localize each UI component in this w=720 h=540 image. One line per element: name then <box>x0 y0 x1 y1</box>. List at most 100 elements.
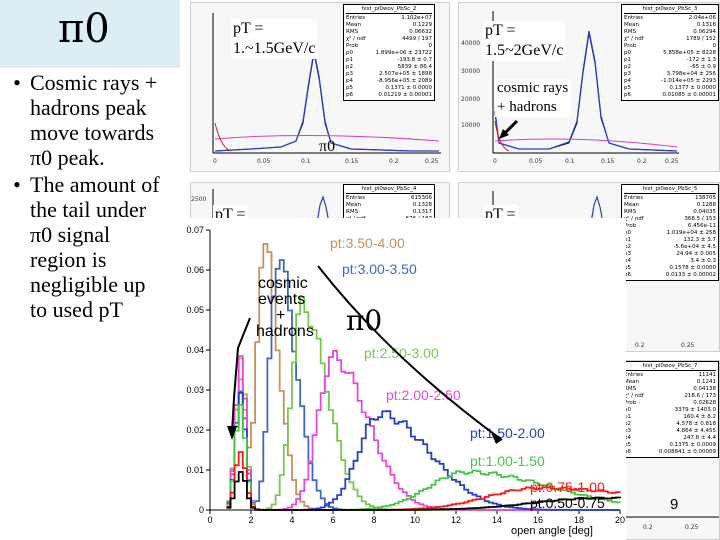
stats-row: χ² / ndf 1789 / 152 <box>624 36 716 43</box>
stats-value: 0.1288 <box>696 202 716 208</box>
slide-title: π0 <box>58 6 110 52</box>
pi0-peak-label: π0 <box>319 138 336 155</box>
x-tick: 0.05 <box>529 158 543 165</box>
x-tick-label: 8 <box>371 515 376 525</box>
bullet-dot-icon: • <box>13 172 21 197</box>
stats-key: p2 <box>624 244 631 250</box>
stats-key: p1 <box>346 57 353 63</box>
bullet-line: region is <box>30 247 107 272</box>
stats-value: 1.019e+04 ± 258 <box>666 230 716 236</box>
stats-row: p6 0.008841 ± 0.00009 <box>624 449 716 456</box>
stats-value: 0.04035 <box>693 209 716 215</box>
x-tick-label: 16 <box>533 515 543 525</box>
series-label: pt:0.75-1.00 <box>530 479 605 495</box>
stats-key: χ² / ndf <box>346 36 366 42</box>
page-number: 9 <box>670 496 679 513</box>
stats-key: p3 <box>624 71 631 77</box>
stats-row: p4 247.8 ± 4.4 <box>624 435 716 442</box>
stats-key: p4 <box>624 78 631 84</box>
stats-key: p2 <box>624 421 631 427</box>
stats-row: RMS 0.06294 <box>624 29 716 36</box>
bullet-line: The amount of <box>30 172 160 197</box>
series-label: pt:0.50-0.75 <box>530 495 605 511</box>
stats-row: p5 0.1371 ± 0.0000 <box>346 85 432 92</box>
stats-row: p1 160.4 ± 8.2 <box>624 414 716 421</box>
pt-label-line: 1.5~2GeV/c <box>485 42 564 59</box>
series-label: pt:3.00-3.50 <box>342 261 417 277</box>
y-tick-label: 0.06 <box>186 265 204 275</box>
y-tick-label: 0.02 <box>186 425 204 435</box>
stats-value: -8.956e+05 ± 2089 <box>377 78 432 84</box>
bullet-dot-icon: • <box>13 70 21 95</box>
pt-range-label: pT = 1.~1.5GeV/c <box>231 19 318 59</box>
series-label: pt:1.50-2.00 <box>470 425 545 441</box>
y-tick: 40000 <box>461 40 480 47</box>
stats-rows: Entries 2.04e+06 Mean 0.1318 RMS 0.06294 χ² / … <box>624 15 716 99</box>
stats-row: Entries 2.04e+06 <box>624 15 716 22</box>
stats-key: p5 <box>624 442 631 448</box>
bullet-list: • Cosmic rays + hadrons peak move toward… <box>4 70 184 324</box>
stats-key: RMS <box>624 209 637 215</box>
x-tick-label: 12 <box>451 515 461 525</box>
stats-value: 4499 / 197 <box>402 36 432 42</box>
stats-key: p6 <box>346 92 353 98</box>
stats-value: 368.5 / 153 <box>684 216 716 222</box>
stats-key: p5 <box>624 265 631 271</box>
stats-value: 0.04138 <box>693 386 716 392</box>
pt-label-line: pT = <box>485 22 516 39</box>
y-tick-label: 0.01 <box>186 465 204 475</box>
stats-value: 2.507e+05 ± 1898 <box>379 71 432 77</box>
x-tick: 0.1 <box>301 158 311 165</box>
stats-row: p4 -1.014e+05 ± 2293 <box>624 78 716 85</box>
stats-row: p4 3.4 ± 0.3 <box>624 258 716 265</box>
bullet-text: Cosmic rays + hadrons peak move towards … <box>30 70 184 170</box>
stats-title: hist_pi0wov_PbSc_4 <box>346 186 432 194</box>
stats-value: 0.008841 ± 0.00009 <box>658 449 716 455</box>
pt-label-line: 1.~1.5GeV/c <box>233 40 316 57</box>
trend-arrow-icon <box>317 265 503 441</box>
stats-value: 2.04e+06 <box>688 15 716 21</box>
stats-key: Entries <box>346 15 366 21</box>
stats-row: Entries 615306 <box>346 195 432 202</box>
stats-key: Prob <box>346 43 359 49</box>
stats-value: 0 <box>428 43 433 49</box>
series-line-pt-0-50-0-75 <box>226 471 621 511</box>
cosmic-arrow-icon <box>231 317 251 434</box>
x-tick: 0.2 <box>643 524 653 531</box>
stats-key: Prob <box>624 223 637 229</box>
stats-row: RMS 0.04035 <box>624 209 716 216</box>
stats-value: 0 <box>712 43 717 49</box>
stats-value: -65 ± 0.9 <box>690 64 716 70</box>
x-tick: 0.25 <box>681 342 695 349</box>
histogram-panel-3: 2500 pT = hist_pi0wov_PbSc_4 Entries 6153… <box>190 182 450 222</box>
cosmic-label-line: hadrons <box>256 323 314 340</box>
stats-value: 0.1317 <box>412 209 432 215</box>
series-label: pt:2.00-2.50 <box>386 387 461 403</box>
stats-rows: Entries 1.102e+07 Mean 0.1229 RMS 0.06632 χ² /… <box>346 15 432 99</box>
stats-key: p3 <box>624 428 631 434</box>
stats-value: 615306 <box>411 195 432 201</box>
stats-row: Mean 0.1241 <box>624 379 716 386</box>
stats-box: hist_pi0wov_PbSc_4 Entries 615306 Mean 0.13… <box>343 184 435 221</box>
stats-value: 218.6 / 173 <box>684 393 716 399</box>
x-tick-label: 0 <box>207 515 212 525</box>
stats-row: Prob 0 <box>624 43 716 50</box>
x-tick-label: 20 <box>615 515 625 525</box>
stats-value: 1789 / 152 <box>686 36 716 42</box>
stats-key: p6 <box>624 449 631 455</box>
stats-row: Entries 1.102e+07 <box>346 15 432 22</box>
y-tick-label: 0.04 <box>186 345 204 355</box>
stats-key: χ² / ndf <box>624 36 644 42</box>
stats-row: p1 -193.8 ± 0.7 <box>346 57 432 64</box>
stats-row: p0 1.019e+04 ± 258 <box>624 230 716 237</box>
stats-value: 4.864 ± 4.455 <box>676 428 716 434</box>
x-axis-label: open angle [deg] <box>511 525 593 537</box>
stats-value: 247.8 ± 4.4 <box>683 435 716 441</box>
stats-key: p4 <box>624 435 631 441</box>
x-tick-label: 4 <box>289 515 294 525</box>
stats-value: 0.1578 ± 0.0000 <box>669 265 716 271</box>
histogram-plot-2: 40000 30000 20000 10000 0 0.05 0.1 0.15 … <box>461 11 679 165</box>
title-panel: π0 <box>0 0 180 68</box>
stats-value: 0.1377 ± 0.0000 <box>669 85 716 91</box>
stats-row: p5 0.1375 ± 0.0009 <box>624 442 716 449</box>
